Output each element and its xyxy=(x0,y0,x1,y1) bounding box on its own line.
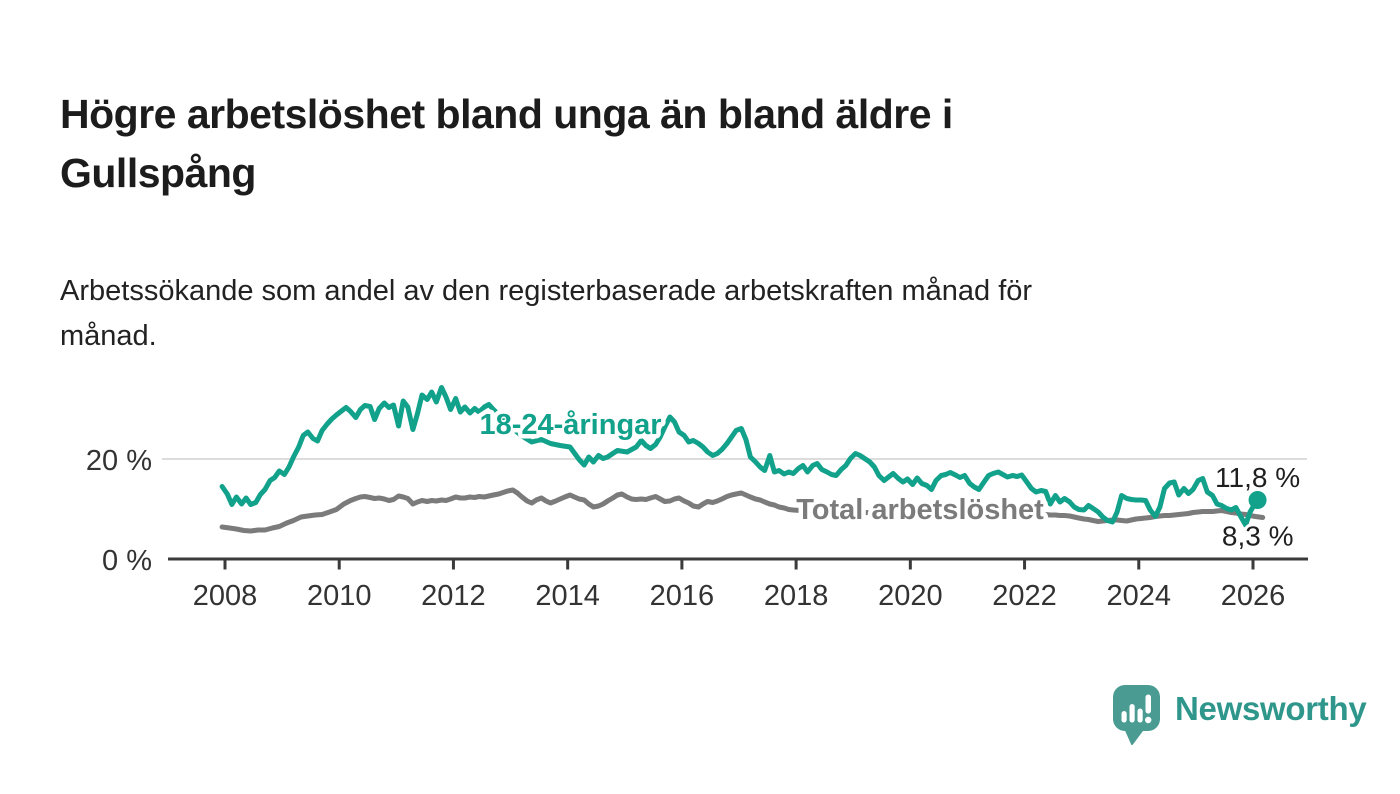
x-tick-label-2016: 2016 xyxy=(650,580,715,612)
series-lines xyxy=(219,385,1266,534)
series-end-dots xyxy=(1248,491,1267,509)
x-axis xyxy=(168,557,1308,570)
x-tick-label-2008: 2008 xyxy=(193,580,258,612)
x-tick-label-2014: 2014 xyxy=(535,580,600,612)
page-title: Högre arbetslöshet bland unga än bland ä… xyxy=(60,85,1210,201)
x-tick-label-2010: 2010 xyxy=(307,580,372,612)
end-value-label-18-24-åringar: 11,8 % xyxy=(1215,462,1300,493)
x-tick-label-2020: 2020 xyxy=(878,580,943,612)
page-title-line-1: Högre arbetslöshet bland unga än bland ä… xyxy=(60,91,953,138)
newsworthy-logo-text: Newsworthy xyxy=(1175,690,1367,727)
series-inline-labels: 18-24-åringar Total arbetslöshet xyxy=(475,405,1049,531)
series-end-value-labels: 11,8 % 8,3 % xyxy=(1212,459,1303,555)
x-tick-label-2024: 2024 xyxy=(1107,580,1172,612)
x-axis-tick-labels: 2008 2010 2012 2014 2016 2018 2020 2022 2024 2026 xyxy=(193,580,1286,612)
newsworthy-logo-icon xyxy=(1113,685,1160,745)
x-tick-label-2018: 2018 xyxy=(764,580,829,612)
chart-subtitle: Arbetssökande som andel av den registerb… xyxy=(60,269,1280,359)
logo-barchart-icon xyxy=(1121,694,1152,724)
chart-subtitle-line-1: Arbetssökande som andel av den registerb… xyxy=(60,275,1033,307)
y-axis-tick-labels: 0 % 20 % xyxy=(86,445,152,577)
x-tick-label-2026: 2026 xyxy=(1221,580,1286,612)
line-18-24-åringar xyxy=(219,385,1261,528)
page-title-line-2: Gullspång xyxy=(60,149,256,196)
series-label-18-24-åringar: 18-24-åringar xyxy=(479,409,661,441)
end-dot-18-24-åringar xyxy=(1248,491,1267,509)
line-Total arbetslöshet xyxy=(219,487,1266,534)
logo-bubble-shape xyxy=(1113,685,1160,731)
y-tick-label-20: 20 % xyxy=(86,445,152,477)
x-tick-label-2012: 2012 xyxy=(421,580,486,612)
logo-bubble-tail xyxy=(1124,727,1145,745)
chart-subtitle-line-2: månad. xyxy=(60,319,157,352)
y-tick-label-0: 0 % xyxy=(102,545,152,577)
newsworthy-logo: Newsworthy xyxy=(1112,684,1367,748)
x-tick-label-2022: 2022 xyxy=(992,580,1057,612)
series-label-Total arbetslöshet: Total arbetslöshet xyxy=(796,494,1044,526)
end-value-label-Total arbetslöshet: 8,3 % xyxy=(1222,521,1294,552)
